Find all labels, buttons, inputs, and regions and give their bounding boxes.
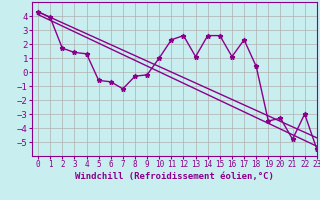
X-axis label: Windchill (Refroidissement éolien,°C): Windchill (Refroidissement éolien,°C) <box>75 172 274 181</box>
